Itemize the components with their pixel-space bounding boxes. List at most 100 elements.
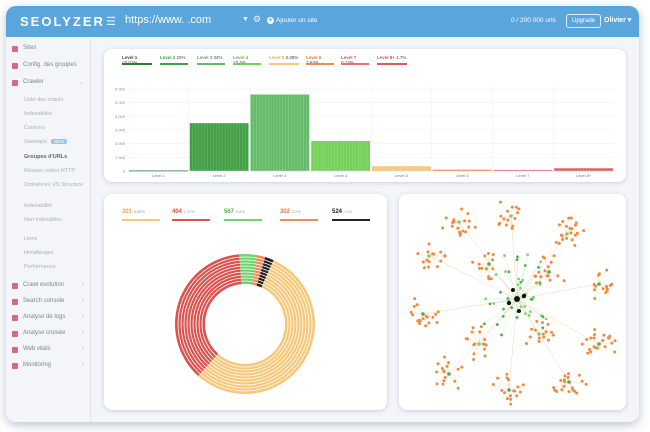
graph-node[interactable] <box>569 231 573 235</box>
graph-node[interactable] <box>441 226 445 230</box>
graph-node[interactable] <box>546 265 550 269</box>
graph-node[interactable] <box>567 390 571 394</box>
graph-node[interactable] <box>524 312 527 316</box>
graph-node[interactable] <box>569 216 573 220</box>
legend-level-1[interactable]: Level 1 <0.01% <box>122 55 152 65</box>
graph-node[interactable] <box>483 254 487 258</box>
sidebar-item-monitoring[interactable]: Monitoring › <box>6 362 90 374</box>
graph-node[interactable] <box>484 267 488 271</box>
graph-node[interactable] <box>424 324 428 328</box>
graph-node[interactable] <box>552 386 556 390</box>
legend-level-4[interactable]: Level 4 13.4% <box>233 55 261 65</box>
sidebar-item-analyse-croisee[interactable]: Analyse croisée › <box>6 330 90 342</box>
graph-node[interactable] <box>516 211 520 215</box>
graph-node[interactable] <box>567 216 571 220</box>
graph-node[interactable] <box>456 367 460 371</box>
graph-node[interactable] <box>447 361 451 365</box>
graph-node[interactable] <box>488 302 492 306</box>
graph-hub-node[interactable] <box>427 254 431 258</box>
graph-node[interactable] <box>515 316 519 319</box>
sidebar-item-sites[interactable]: Sites <box>6 45 90 57</box>
graph-node[interactable] <box>471 260 475 264</box>
user-menu[interactable]: Olivier ▾ <box>604 16 631 24</box>
graph-node[interactable] <box>526 253 530 257</box>
graph-node[interactable] <box>546 322 550 326</box>
graph-node[interactable] <box>491 267 495 271</box>
graph-node[interactable] <box>582 229 586 233</box>
graph-node[interactable] <box>537 265 540 269</box>
graph-node[interactable] <box>413 297 417 301</box>
graph-node[interactable] <box>442 370 446 374</box>
graph-node[interactable] <box>541 255 545 259</box>
sidebar-sub-contenu[interactable]: Contenu <box>24 125 45 131</box>
graph-node[interactable] <box>562 279 566 283</box>
sidebar-sub-hreflang[interactable]: Hreaflanges <box>24 250 54 256</box>
graph-hub-node[interactable] <box>597 342 601 346</box>
graph-node[interactable] <box>521 383 525 387</box>
graph-node[interactable] <box>559 379 563 383</box>
graph-node[interactable] <box>593 284 597 288</box>
graph-node[interactable] <box>477 262 481 266</box>
graph-node[interactable] <box>510 205 514 209</box>
graph-node[interactable] <box>495 323 499 326</box>
graph-node[interactable] <box>558 223 562 227</box>
graph-node[interactable] <box>450 224 454 228</box>
graph-node[interactable] <box>573 233 577 237</box>
graph-node[interactable] <box>472 352 476 356</box>
graph-node[interactable] <box>601 287 605 291</box>
graph-node[interactable] <box>549 260 553 264</box>
sidebar-sub-sitemaps[interactable]: Sitemaps NEW <box>24 139 68 145</box>
graph-node[interactable] <box>562 378 566 382</box>
graph-node[interactable] <box>535 319 539 323</box>
bar-level-2[interactable] <box>189 123 249 171</box>
graph-hub-node[interactable] <box>597 282 601 286</box>
graph-node[interactable] <box>511 224 515 228</box>
graph-node[interactable] <box>513 389 517 393</box>
graph-node[interactable] <box>421 260 425 264</box>
graph-node[interactable] <box>473 225 477 229</box>
graph-node[interactable] <box>491 258 495 262</box>
sidebar-item-crawl-evolution[interactable]: Crawl evolution › <box>6 282 90 294</box>
graph-node[interactable] <box>593 288 597 292</box>
graph-node[interactable] <box>418 319 422 323</box>
graph-node[interactable] <box>412 304 416 308</box>
graph-node[interactable] <box>601 338 605 342</box>
graph-node[interactable] <box>443 375 447 379</box>
graph-node[interactable] <box>509 397 513 401</box>
graph-node[interactable] <box>562 384 566 388</box>
graph-node[interactable] <box>478 266 482 270</box>
gear-icon[interactable]: ⚙ <box>253 14 262 24</box>
graph-node[interactable] <box>551 333 555 337</box>
graph-node[interactable] <box>505 397 509 401</box>
graph-node[interactable] <box>544 330 548 334</box>
graph-node[interactable] <box>443 355 447 359</box>
sidebar-sub-liste-crawls[interactable]: Liste des crawls <box>24 97 64 103</box>
graph-node[interactable] <box>523 305 527 308</box>
graph-hub-node[interactable] <box>509 214 513 218</box>
graph-node[interactable] <box>545 274 549 278</box>
graph-node[interactable] <box>503 254 506 257</box>
graph-node[interactable] <box>435 370 439 374</box>
graph-node[interactable] <box>561 219 565 223</box>
graph-node[interactable] <box>516 255 519 259</box>
graph-node[interactable] <box>542 335 546 339</box>
graph-node[interactable] <box>478 330 482 334</box>
graph-node[interactable] <box>506 298 510 302</box>
legend-status-567[interactable]: 567 0.6% <box>224 209 262 221</box>
donut-slice-404[interactable] <box>175 254 242 376</box>
chevron-down-icon[interactable]: ▼ <box>242 16 249 23</box>
graph-node[interactable] <box>427 260 431 264</box>
legend-level-6[interactable]: Level 6 1.63% <box>306 55 334 65</box>
graph-node[interactable] <box>610 282 614 286</box>
graph-node[interactable] <box>435 265 439 269</box>
graph-node[interactable] <box>487 275 491 279</box>
bar-level-4[interactable] <box>311 140 370 171</box>
graph-node[interactable] <box>440 367 444 371</box>
graph-node[interactable] <box>521 278 525 282</box>
graph-node[interactable] <box>456 386 460 390</box>
graph-node[interactable] <box>596 346 600 350</box>
bar-level-6[interactable] <box>432 169 492 171</box>
graph-node[interactable] <box>434 312 438 316</box>
sidebar-item-search-console[interactable]: Search console › <box>6 298 90 310</box>
graph-node[interactable] <box>534 274 538 278</box>
